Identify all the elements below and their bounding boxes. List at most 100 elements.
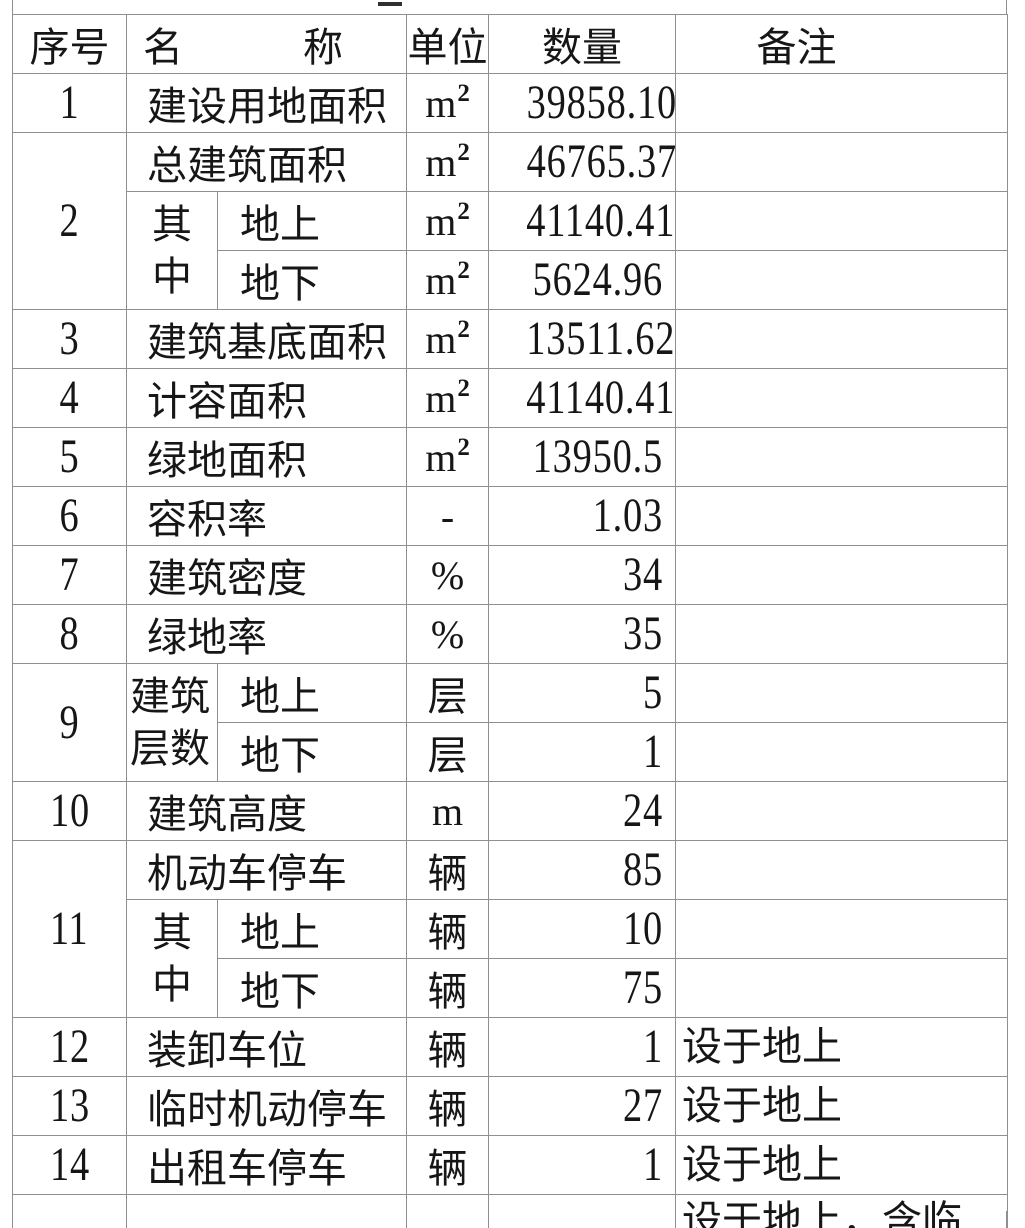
digit-text: 5624.96 xyxy=(532,253,663,306)
cell-unit-r12: m xyxy=(406,781,489,841)
table-row-0: 1 建设用地面积 m2 39858.10 xyxy=(12,73,1008,133)
cell-remark-r15 xyxy=(675,958,1008,1018)
cell-name-r6: 绿地面积 xyxy=(126,427,407,487)
cell-remark-r0 xyxy=(675,73,1008,133)
digit-text: 10 xyxy=(623,902,663,955)
table-row-14: 其中 地上辆 10 xyxy=(13,899,1008,1018)
cell-remark-r3 xyxy=(675,250,1008,310)
cell-name-r0: 建设用地面积 xyxy=(126,73,407,133)
cell-subname-r3: 地下 xyxy=(217,250,407,310)
cell-vert-r14: 其中 xyxy=(126,899,218,1018)
cell-seq-r12: 10 xyxy=(12,781,127,841)
cell-remark-r16: 设于地上 xyxy=(675,1017,1008,1077)
cell-unit-r1: m2 xyxy=(406,132,489,192)
cell-remark-r5 xyxy=(675,368,1008,428)
header-name: 名 称 xyxy=(126,14,407,74)
cell-subname-r11: 地下 xyxy=(217,722,407,782)
header-row: 序号 名 称 单位 数量 备注 xyxy=(12,14,1008,74)
cell-name-r18: 出租车停车 xyxy=(126,1135,407,1195)
cell-unit-r5: m2 xyxy=(406,368,489,428)
digit-text: 5 xyxy=(59,430,80,483)
cell-remark-r17: 设于地上 xyxy=(675,1076,1008,1136)
cell-unit-r11: 层 xyxy=(406,722,489,782)
cell-unit-r18: 辆 xyxy=(406,1135,489,1195)
cell-subname-r14: 地上 xyxy=(217,899,407,959)
cell-unit-r4: m2 xyxy=(406,309,489,369)
table-row-11: 地下层 1 xyxy=(13,722,1008,782)
digit-text: 8 xyxy=(59,607,80,660)
cell-qty-r0: 39858.10 xyxy=(488,73,676,133)
header-unit: 单位 xyxy=(406,14,489,74)
digit-text: 39858.10 xyxy=(526,76,676,129)
cell-remark-r14 xyxy=(675,899,1008,959)
table-row-12: 10 建筑高度 m 24 xyxy=(12,781,1008,841)
cell-seq-r16: 12 xyxy=(12,1017,127,1077)
cell-seq-r7: 6 xyxy=(12,486,127,546)
table-row-13: 11 机动车停车辆 85 xyxy=(12,840,1008,1018)
superscript-2: 2 xyxy=(457,197,470,225)
cell-unit-r16: 辆 xyxy=(406,1017,489,1077)
cell-qty-r4: 13511.62 xyxy=(488,309,676,369)
cell-name-r13: 机动车停车 xyxy=(126,840,407,900)
cell-seq-r1: 2 xyxy=(12,132,127,310)
table-row-16: 12 装卸车位辆 1 设于地上 xyxy=(12,1017,1008,1077)
cell-remark-r12 xyxy=(675,781,1008,841)
superscript-2: 2 xyxy=(457,79,470,107)
table-row-10: 9 建筑层数 地上层 5 xyxy=(12,663,1008,782)
digit-text: 1.03 xyxy=(592,489,663,542)
cell-remark-r7 xyxy=(675,486,1008,546)
technical-indicators-table: 序号 名 称 单位 数量 备注 1 建设用地面积 m2 39858.10 2 总建筑面积 m… xyxy=(12,14,1008,1228)
cell-seq-r10: 9 xyxy=(12,663,127,782)
digit-text: 1 xyxy=(643,725,663,778)
cell-name-r19: 非机动车停车 xyxy=(126,1194,407,1228)
table-row-17: 13 临时机动停车辆 27 设于地上 xyxy=(12,1076,1008,1136)
cell-unit-r19: m2 xyxy=(406,1194,489,1228)
table-row-15: 地下辆 75 xyxy=(13,958,1008,1018)
cell-vert-r2: 其中 xyxy=(126,191,218,310)
cell-qty-r15: 75 xyxy=(488,958,676,1018)
vertical-label: 其中 xyxy=(152,201,192,299)
superscript-2: 2 xyxy=(457,374,470,402)
cell-qty-r7: 1.03 xyxy=(488,486,676,546)
header-remark: 备注 xyxy=(675,14,1008,74)
table-row-1: 2 总建筑面积 m2 46765.37 xyxy=(12,132,1008,310)
cell-qty-r6: 13950.5 xyxy=(488,427,676,487)
cell-remark-r4 xyxy=(675,309,1008,369)
digit-text: 1 xyxy=(643,1020,663,1073)
cell-name-r1: 总建筑面积 xyxy=(126,132,407,192)
cropped-text-fragment xyxy=(378,2,402,6)
cell-remark-r9 xyxy=(675,604,1008,664)
table-row-9: 8 绿地率% 35 xyxy=(12,604,1008,664)
cell-seq-r9: 8 xyxy=(12,604,127,664)
table-row-8: 7 建筑密度% 34 xyxy=(12,545,1008,605)
digit-text: 4 xyxy=(59,371,80,424)
cell-qty-r3: 5624.96 xyxy=(488,250,676,310)
two-line-label: 建筑层数 xyxy=(130,673,210,771)
cell-remark-r1 xyxy=(675,132,1008,192)
digit-text: 75 xyxy=(623,961,663,1014)
digit-text: 13950.5 xyxy=(532,430,663,483)
table-row-2: 其中 地上 m2 41140.41 xyxy=(13,191,1008,310)
cell-qty-r12: 24 xyxy=(488,781,676,841)
digit-text: 6 xyxy=(59,489,80,542)
cell-unit-r9: % xyxy=(406,604,489,664)
cell-remark-r2 xyxy=(675,191,1008,251)
cell-unit-r10: 层 xyxy=(406,663,489,723)
cell-unit-r15: 辆 xyxy=(406,958,489,1018)
cell-qty-r17: 27 xyxy=(488,1076,676,1136)
digit-text: 11 xyxy=(50,902,89,955)
superscript-2: 2 xyxy=(457,433,470,461)
cell-qty-r18: 1 xyxy=(488,1135,676,1195)
digit-text: 1 xyxy=(643,1138,663,1191)
cell-qty-r1: 46765.37 xyxy=(488,132,676,192)
cell-subname-r15: 地下 xyxy=(217,958,407,1018)
cell-subname-r10: 地上 xyxy=(217,663,407,723)
digit-text: 2 xyxy=(59,194,80,247)
cell-qty-r5: 41140.41 xyxy=(488,368,676,428)
digit-text: 9 xyxy=(59,695,80,749)
table-header: 序号 名 称 单位 数量 备注 xyxy=(12,14,1008,74)
cell-subname-r2: 地上 xyxy=(217,191,407,251)
digit-text: 7 xyxy=(59,548,80,601)
cell-remark-r18: 设于地上 xyxy=(675,1135,1008,1195)
